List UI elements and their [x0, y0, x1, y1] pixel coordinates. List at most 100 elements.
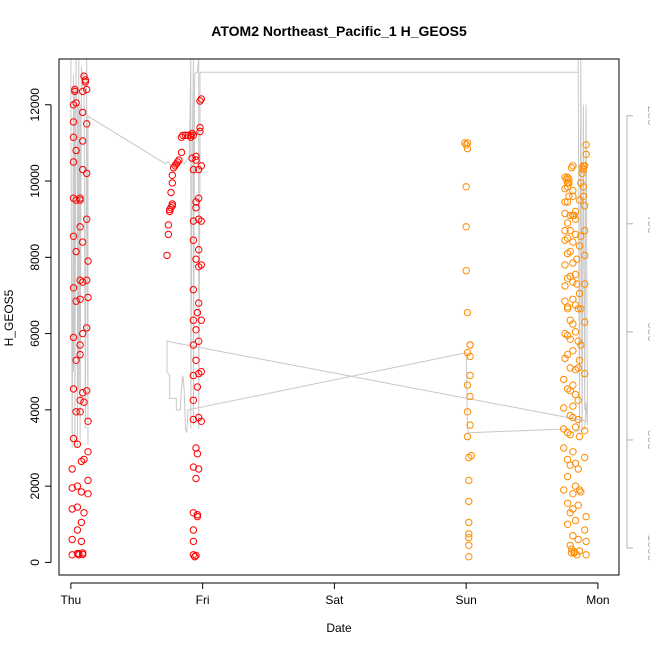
data-point: [569, 320, 577, 328]
y-tick-label: 2000: [28, 472, 42, 499]
data-point: [192, 551, 200, 560]
data-point: [76, 341, 84, 349]
data-point: [72, 146, 80, 155]
data-point: [565, 175, 573, 183]
data-point: [465, 518, 473, 527]
data-point: [466, 371, 474, 380]
data-point: [569, 162, 577, 170]
data-point: [566, 211, 574, 220]
data-point: [575, 242, 584, 250]
data-point: [84, 476, 92, 485]
data-point: [560, 375, 568, 384]
data-point: [79, 137, 87, 145]
data-point: [581, 526, 589, 534]
data-point: [168, 171, 177, 180]
points-layer: [68, 72, 590, 561]
data-point: [69, 232, 78, 241]
data-point: [172, 160, 181, 168]
data-point: [197, 316, 206, 324]
data-point: [173, 158, 182, 166]
data-point: [578, 169, 586, 178]
data-point: [467, 451, 476, 460]
data-point: [561, 261, 569, 269]
data-point: [575, 356, 584, 364]
data-point: [563, 499, 572, 507]
data-point: [561, 198, 569, 206]
data-point: [582, 537, 590, 546]
data-point: [171, 162, 179, 170]
data-point: [575, 432, 584, 441]
data-point: [569, 238, 577, 246]
data-point: [462, 183, 470, 191]
data-point: [69, 385, 78, 393]
data-point: [569, 192, 577, 201]
data-point: [69, 133, 78, 141]
data-point: [195, 465, 203, 473]
data-point: [189, 415, 198, 424]
data-point: [84, 448, 92, 456]
grey-line-layer: [70, 59, 588, 449]
plot-frame: [58, 58, 620, 576]
data-point: [72, 196, 80, 204]
data-point: [567, 164, 576, 172]
data-point: [563, 305, 572, 313]
data-point: [560, 486, 568, 494]
data-point: [571, 423, 580, 431]
data-point: [566, 461, 574, 469]
data-point: [72, 356, 80, 364]
data-point: [76, 196, 84, 204]
data-point: [189, 316, 198, 324]
data-point: [566, 335, 574, 343]
x-tick-label: Thu: [61, 593, 82, 607]
data-point: [189, 165, 198, 174]
data-point: [577, 305, 585, 313]
data-point: [68, 535, 76, 544]
data-point: [77, 518, 86, 527]
y2-tick-label: 600: [645, 322, 650, 342]
data-point: [462, 267, 470, 275]
data-point: [569, 347, 577, 355]
data-point: [579, 183, 588, 191]
data-point: [187, 131, 195, 140]
data-point: [571, 215, 580, 223]
data-point: [466, 392, 474, 401]
data-point: [465, 553, 473, 561]
data-point: [189, 236, 198, 244]
data-point: [189, 217, 198, 225]
data-point: [197, 261, 206, 269]
data-point: [83, 120, 91, 128]
data-point: [69, 158, 78, 166]
data-point: [83, 169, 91, 178]
data-point: [466, 421, 474, 429]
data-point: [168, 202, 177, 210]
y2-tick-label: 800: [645, 430, 650, 450]
data-point: [574, 305, 582, 313]
data-point: [197, 95, 206, 103]
data-point: [164, 230, 173, 239]
data-point: [75, 549, 83, 558]
y-tick-label: 10000: [28, 164, 42, 198]
data-point: [68, 505, 76, 513]
data-point: [571, 270, 580, 279]
data-point: [571, 328, 580, 336]
data-point: [569, 505, 577, 513]
data-point: [581, 202, 589, 210]
data-point: [581, 427, 589, 435]
data-point: [175, 156, 183, 164]
data-point: [569, 259, 577, 267]
data-point: [81, 76, 90, 84]
data-point: [581, 369, 589, 378]
data-point: [577, 341, 585, 349]
data-point: [177, 133, 186, 141]
data-point: [571, 207, 580, 216]
axes-layer: Thu Fri Sat Sun Mon 0 2000 4000 6000 8000 10000 120…: [28, 88, 650, 607]
data-point: [83, 276, 91, 284]
data-point: [566, 541, 574, 549]
data-point: [465, 476, 473, 485]
data-point: [168, 200, 177, 208]
data-point: [571, 482, 580, 490]
data-point: [465, 530, 473, 538]
data-point: [76, 350, 84, 359]
data-point: [570, 211, 578, 220]
